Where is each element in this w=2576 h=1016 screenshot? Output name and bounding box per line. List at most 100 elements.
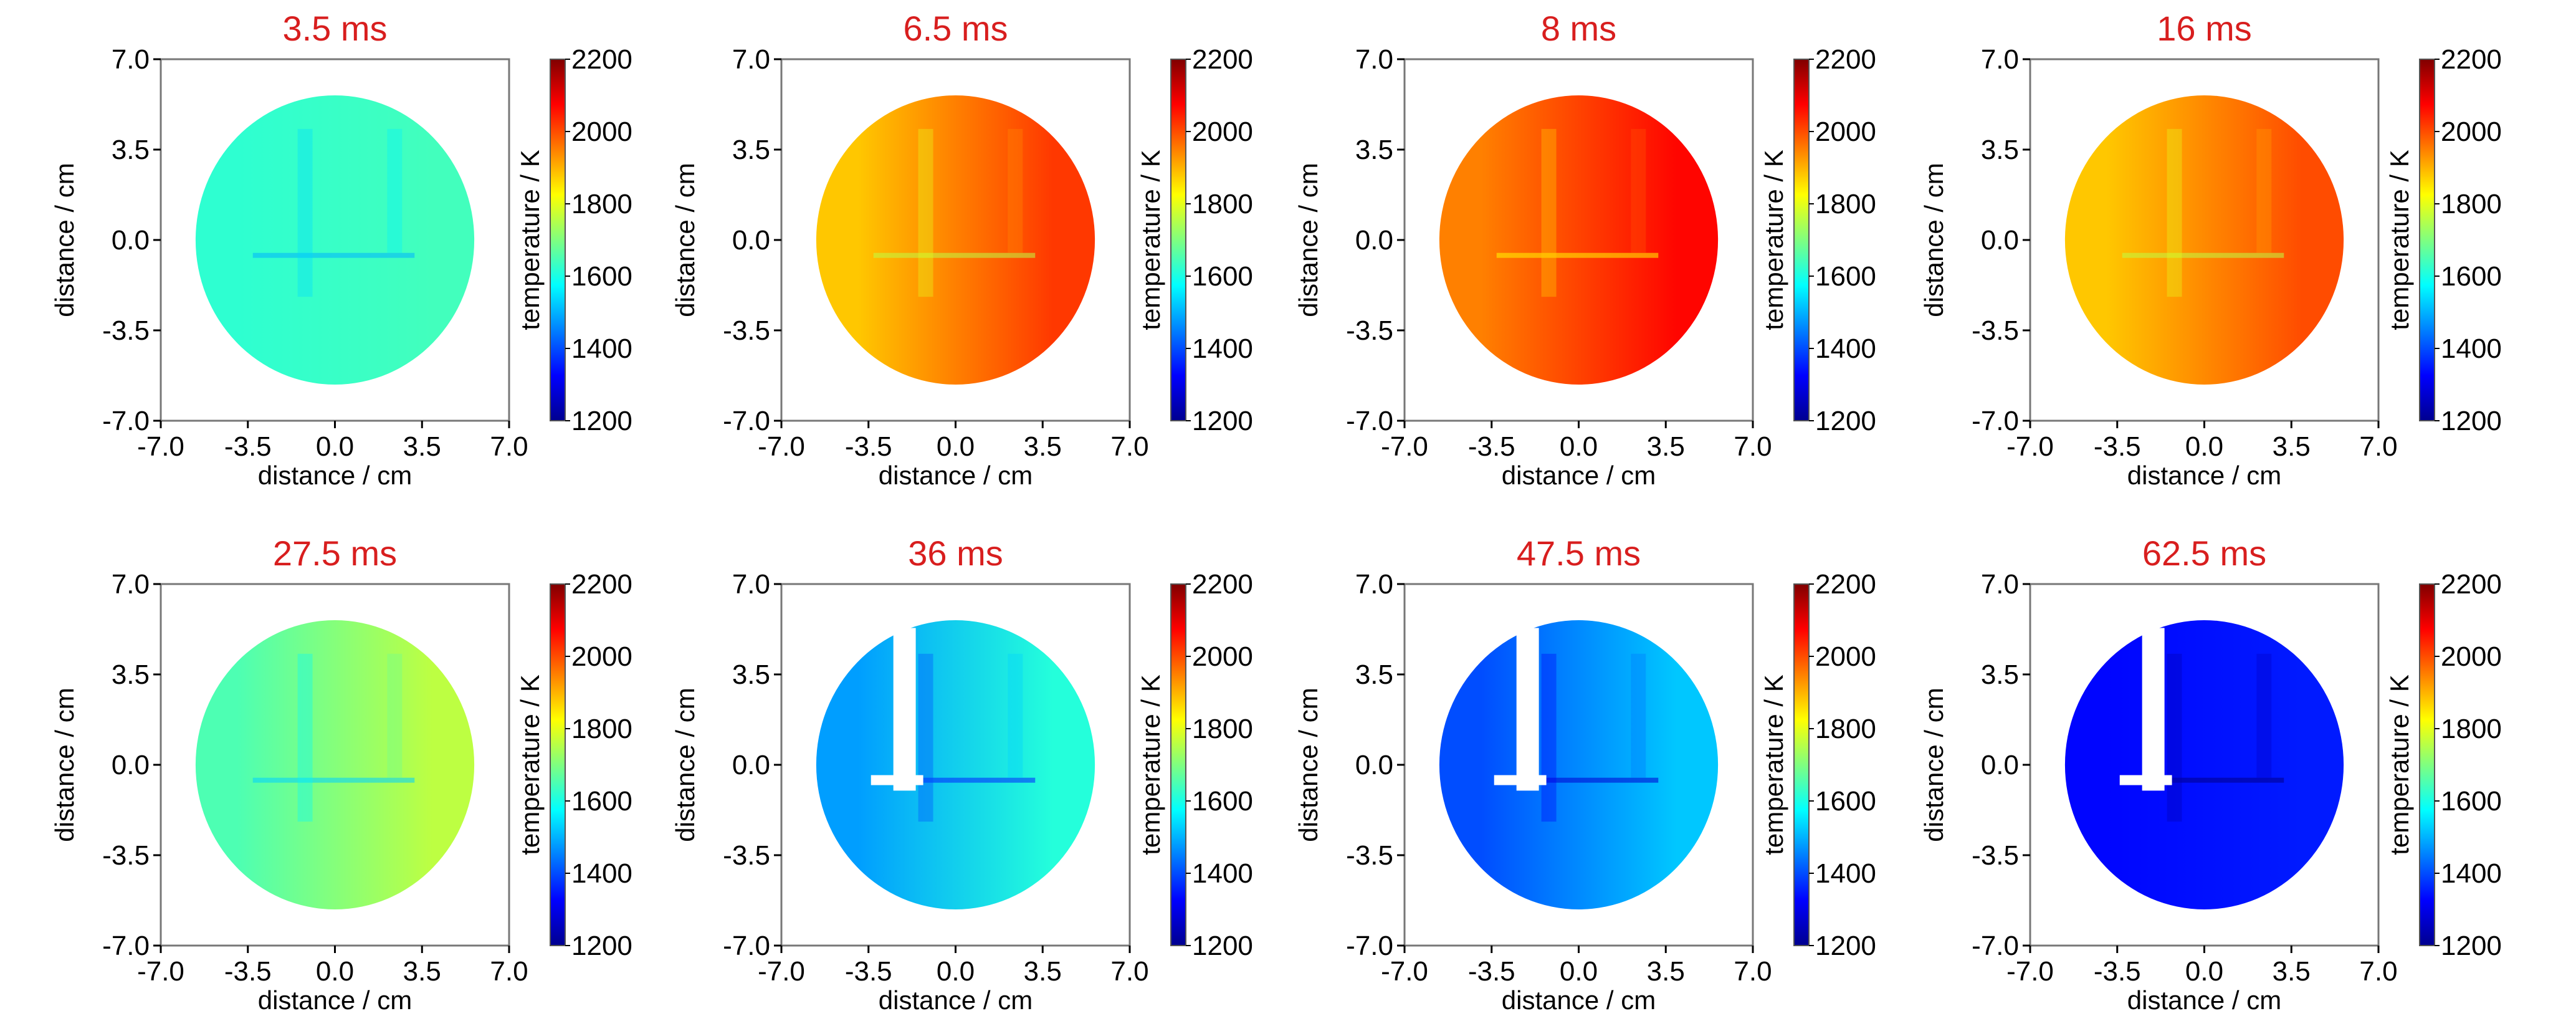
y-tick-label: 3.5	[732, 135, 770, 165]
panel-title: 16 ms	[2157, 9, 2252, 48]
colorbar-tick-label: 1600	[2441, 786, 2502, 817]
panel-3: 8 ms -7.0 -3.5 0.0 3.5 7.0 7.0 3.5 0.0 -3.5 -7.0 di…	[1294, 9, 1876, 490]
y-tick-label: -7.0	[723, 406, 770, 436]
vertical-strip	[297, 653, 313, 822]
colorbar-tick-label: 1600	[571, 786, 632, 817]
y-tick-label: 7.0	[732, 44, 770, 75]
panel-5: 27.5 ms -7.0 -3.5 0.0 3.5 7.0 7.0 3.5 0.0 -3.5 -7.…	[50, 534, 632, 1015]
colorbar-tick-label: 2000	[1815, 117, 1876, 147]
colorbar-tick-label: 1400	[2441, 333, 2502, 364]
colorbar	[550, 583, 566, 946]
y-tick-label: 7.0	[112, 44, 150, 75]
temperature-disk	[816, 95, 1095, 385]
y-tick-label: -7.0	[1972, 406, 2019, 436]
y-tick-label: 0.0	[1355, 750, 1393, 780]
panel-4: 16 ms -7.0 -3.5 0.0 3.5 7.0 7.0 3.5 0.0 -3.5 -7.0 d…	[1919, 9, 2502, 490]
panel-title: 3.5 ms	[282, 9, 387, 48]
x-tick-label: 0.0	[937, 956, 975, 987]
x-tick-label: -7.0	[2006, 956, 2054, 987]
x-tick-label: 7.0	[1734, 431, 1772, 462]
colorbar-tick-label: 2200	[2441, 569, 2502, 600]
x-tick-label: -3.5	[845, 956, 892, 987]
x-axis-label: distance / cm	[2127, 985, 2281, 1015]
x-tick-label: 0.0	[1560, 431, 1598, 462]
y-tick-label: -7.0	[102, 931, 150, 961]
saturated-patch	[871, 775, 923, 785]
x-tick-label: 7.0	[2359, 956, 2397, 987]
x-axis-label: distance / cm	[879, 985, 1033, 1015]
colorbar-tick-label: 1200	[1192, 406, 1253, 436]
x-tick-label: -7.0	[758, 956, 805, 987]
sample-holder-bar	[252, 252, 415, 258]
panel-6: 36 ms -7.0 -3.5 0.0 3.5 7.0 7.0 3.5 0.0 -3.5 -7.0 d…	[670, 534, 1253, 1015]
y-tick-label: -7.0	[723, 931, 770, 961]
vertical-strip	[1631, 653, 1646, 778]
colorbar	[1793, 59, 1810, 421]
y-tick-label: 3.5	[1981, 659, 2019, 690]
y-tick-label: 7.0	[112, 569, 150, 600]
vertical-strip	[918, 128, 933, 297]
y-tick-label: -7.0	[102, 406, 150, 436]
x-tick-label: 0.0	[1560, 956, 1598, 987]
vertical-strip	[2256, 653, 2272, 778]
colorbar-tick-label: 1400	[1815, 858, 1876, 889]
y-axis-label: distance / cm	[670, 163, 700, 317]
colorbar-label: temperature / K	[1759, 150, 1788, 330]
y-axis-label: distance / cm	[1919, 163, 1949, 317]
x-tick-label: 3.5	[1024, 956, 1062, 987]
colorbar-tick-label: 1400	[1815, 333, 1876, 364]
saturated-patch	[1494, 775, 1547, 785]
colorbar-label: temperature / K	[1759, 674, 1788, 855]
sample-holder-bar	[1496, 777, 1659, 783]
x-tick-label: 3.5	[1647, 431, 1685, 462]
colorbar-tick-label: 1200	[1192, 931, 1253, 961]
temperature-disk	[195, 95, 475, 385]
colorbar-tick-label: 1800	[1815, 189, 1876, 219]
y-tick-label: 0.0	[1981, 750, 2019, 780]
x-tick-label: -3.5	[224, 956, 272, 987]
y-tick-label: -3.5	[1346, 840, 1393, 871]
x-tick-label: 3.5	[403, 431, 441, 462]
x-axis-label: distance / cm	[258, 985, 412, 1015]
colorbar-tick-label: 2000	[2441, 117, 2502, 147]
colorbar	[2419, 59, 2435, 421]
vertical-strip	[2167, 128, 2182, 297]
colorbar-tick-label: 1800	[1815, 714, 1876, 744]
colorbar-tick-label: 1800	[1192, 714, 1253, 744]
saturated-patch	[893, 628, 916, 791]
x-tick-label: 7.0	[490, 431, 528, 462]
y-axis-label: distance / cm	[50, 163, 79, 317]
temperature-disk	[2064, 95, 2344, 385]
colorbar-tick-label: 1200	[571, 931, 632, 961]
colorbar-tick-label: 2000	[571, 117, 632, 147]
y-tick-label: -3.5	[1972, 840, 2019, 871]
x-axis-label: distance / cm	[1502, 985, 1656, 1015]
colorbar-tick-label: 1600	[1815, 261, 1876, 292]
x-tick-label: 0.0	[316, 956, 354, 987]
colorbar-tick-label: 1200	[2441, 406, 2502, 436]
y-tick-label: 0.0	[112, 225, 150, 256]
vertical-strip	[2256, 128, 2272, 253]
sample-holder-bar	[873, 777, 1036, 783]
x-tick-label: -7.0	[758, 431, 805, 462]
y-tick-label: 3.5	[112, 135, 150, 165]
colorbar-tick-label: 2200	[571, 44, 632, 75]
y-axis-label: distance / cm	[1919, 688, 1949, 841]
vertical-strip	[918, 653, 933, 822]
x-tick-label: 7.0	[1734, 956, 1772, 987]
y-tick-label: 0.0	[112, 750, 150, 780]
colorbar-tick-label: 2000	[1192, 641, 1253, 672]
y-axis-label: distance / cm	[50, 688, 79, 841]
colorbar-tick-label: 1800	[1192, 189, 1253, 219]
colorbar-tick-label: 1600	[2441, 261, 2502, 292]
x-tick-label: 0.0	[937, 431, 975, 462]
y-tick-label: -3.5	[723, 315, 770, 346]
x-tick-label: -3.5	[2094, 431, 2141, 462]
x-tick-label: -3.5	[845, 431, 892, 462]
temperature-disk	[1439, 95, 1719, 385]
x-tick-label: -7.0	[137, 956, 184, 987]
y-axis-label: distance / cm	[670, 688, 700, 841]
panel-2: 6.5 ms -7.0 -3.5 0.0 3.5 7.0 7.0 3.5 0.0 -3.5 -7.0…	[670, 9, 1253, 490]
x-tick-label: 7.0	[490, 956, 528, 987]
